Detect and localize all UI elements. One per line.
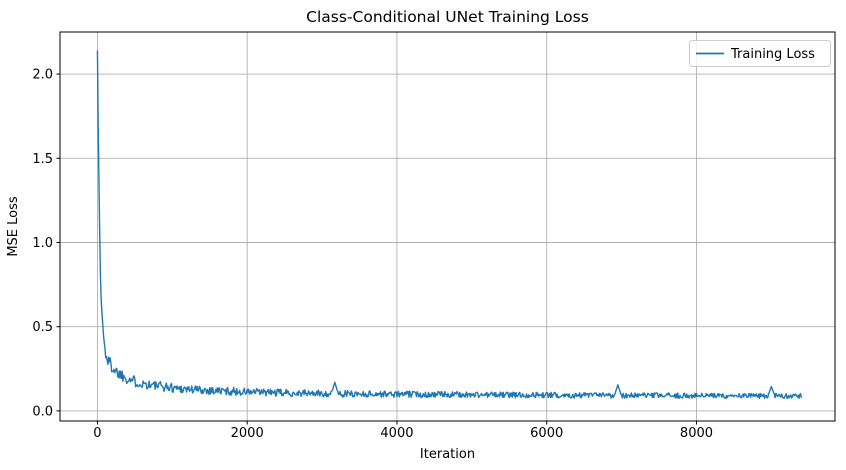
x-tick-label: 0 — [93, 426, 101, 441]
x-tick-label: 4000 — [380, 426, 413, 441]
legend-box — [689, 40, 831, 67]
x-tick-label: 8000 — [680, 426, 713, 441]
y-tick-label: 0.0 — [32, 404, 53, 419]
x-tick-label: 6000 — [530, 426, 563, 441]
chart-title: Class-Conditional UNet Training Loss — [306, 8, 589, 26]
y-tick-label: 0.5 — [32, 320, 53, 335]
legend-label: Training Loss — [730, 47, 815, 62]
legend: Training Loss — [689, 40, 831, 67]
axes-frame — [59, 31, 836, 422]
y-tick-label: 1.0 — [32, 236, 53, 251]
x-axis-label: Iteration — [420, 447, 475, 462]
y-tick-label: 2.0 — [32, 68, 53, 83]
plot-area — [60, 32, 835, 421]
x-tick-label: 2000 — [231, 426, 264, 441]
training-loss-line — [96, 50, 802, 400]
chart-dynamic: 0 2000 4000 6000 8000 0.0 0.5 1.0 1.5 2.0 — [32, 31, 836, 441]
y-axis-label: MSE Loss — [6, 196, 21, 257]
y-tick-label: 1.5 — [32, 152, 53, 167]
